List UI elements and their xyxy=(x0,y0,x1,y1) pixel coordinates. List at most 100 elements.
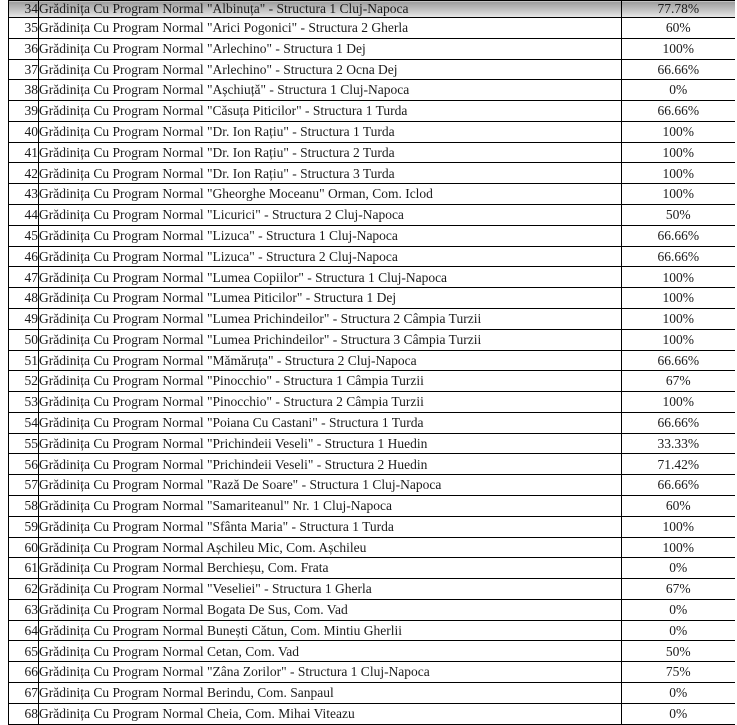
school-name-cell: Grădinița Cu Program Normal "Dr. Ion Raț… xyxy=(38,141,622,164)
row-number-cell: 53 xyxy=(8,391,39,413)
school-name-cell: Grădinița Cu Program Normal Cetan, Com. … xyxy=(38,640,622,663)
row-number-cell: 43 xyxy=(8,183,39,206)
school-name-cell: Grădinița Cu Program Normal "Arlechino" … xyxy=(38,37,622,60)
table-row: 51 Grădinița Cu Program Normal "Mămăruța"… xyxy=(8,349,735,372)
row-number-cell: 40 xyxy=(8,120,39,143)
table-row: 60 Grădinița Cu Program Normal Așchileu M… xyxy=(8,536,735,559)
pass-rate-cell: 67% xyxy=(621,370,735,393)
pass-rate-cell: 33.33% xyxy=(621,432,735,455)
pass-rate-cell: 100% xyxy=(621,120,735,143)
school-name-cell: Grădinița Cu Program Normal "Pinocchio" … xyxy=(38,391,622,413)
row-number-cell: 67 xyxy=(8,682,39,704)
table-row: 65 Grădinița Cu Program Normal Cetan, Com… xyxy=(8,640,735,663)
pass-rate-cell: 66.66% xyxy=(621,245,735,268)
pass-rate-cell: 60% xyxy=(621,494,735,517)
row-number-cell: 60 xyxy=(8,536,39,559)
table-row: 64 Grădinița Cu Program Normal Bunești Că… xyxy=(8,619,735,642)
row-number-cell: 68 xyxy=(8,702,39,725)
school-name-cell: Grădinița Cu Program Normal "Arici Pogon… xyxy=(38,17,622,39)
pass-rate-cell: 75% xyxy=(621,661,735,683)
pass-rate-cell: 0% xyxy=(621,79,735,102)
school-name-cell: Grădinița Cu Program Normal Bogata De Su… xyxy=(38,598,622,621)
pass-rate-cell: 66.66% xyxy=(621,349,735,372)
table-row: 46 Grădinița Cu Program Normal "Lizuca" -… xyxy=(8,245,735,268)
table-row: 39 Grădinița Cu Program Normal "Căsuța Pi… xyxy=(8,100,735,122)
school-name-cell: Grădinița Cu Program Normal "Lumea Pitic… xyxy=(38,287,622,309)
pass-rate-cell: 66.66% xyxy=(621,58,735,81)
row-number-cell: 63 xyxy=(8,598,39,621)
pass-rate-cell: 66.66% xyxy=(621,100,735,122)
row-number-cell: 38 xyxy=(8,79,39,102)
row-number-cell: 35 xyxy=(8,17,39,39)
school-name-cell: Grădinița Cu Program Normal "Dr. Ion Raț… xyxy=(38,162,622,185)
pass-rate-cell: 0% xyxy=(621,598,735,621)
pass-rate-cell: 100% xyxy=(621,183,735,206)
row-number-cell: 48 xyxy=(8,287,39,309)
table-row: 35 Grădinița Cu Program Normal "Arici Pog… xyxy=(8,17,735,39)
row-number-cell: 54 xyxy=(8,411,39,434)
row-number-cell: 66 xyxy=(8,661,39,683)
pass-rate-cell: 0% xyxy=(621,702,735,725)
table-row: 42 Grădinița Cu Program Normal "Dr. Ion R… xyxy=(8,162,735,185)
row-number-cell: 56 xyxy=(8,453,39,476)
table-row: 59 Grădinița Cu Program Normal "Sfânta Ma… xyxy=(8,515,735,538)
school-name-cell: Grădinița Cu Program Normal "Căsuța Piti… xyxy=(38,100,622,122)
pass-rate-cell: 66.66% xyxy=(621,474,735,496)
school-name-cell: Grădinița Cu Program Normal Berchieșu, C… xyxy=(38,557,622,580)
school-name-cell: Grădinița Cu Program Normal "Așchiuță" -… xyxy=(38,79,622,102)
school-name-cell: Grădinița Cu Program Normal "Albinuța" -… xyxy=(38,0,622,18)
table-row: 43 Grădinița Cu Program Normal "Gheorghe … xyxy=(8,183,735,206)
row-number-cell: 57 xyxy=(8,474,39,496)
pass-rate-cell: 100% xyxy=(621,287,735,309)
pass-rate-cell: 50% xyxy=(621,204,735,226)
table-row: 63 Grădinița Cu Program Normal Bogata De … xyxy=(8,598,735,621)
school-name-cell: Grădinița Cu Program Normal "Prichindeii… xyxy=(38,453,622,476)
row-number-cell: 50 xyxy=(8,328,39,351)
row-number-cell: 45 xyxy=(8,224,39,247)
pass-rate-cell: 50% xyxy=(621,640,735,663)
school-name-cell: Grădinița Cu Program Normal "Dr. Ion Raț… xyxy=(38,120,622,143)
row-number-cell: 64 xyxy=(8,619,39,642)
table-row: 38 Grădinița Cu Program Normal "Așchiuță"… xyxy=(8,79,735,102)
row-number-cell: 55 xyxy=(8,432,39,455)
pass-rate-cell: 0% xyxy=(621,619,735,642)
pass-rate-cell: 77.78% xyxy=(621,0,735,18)
row-number-cell: 39 xyxy=(8,100,39,122)
school-name-cell: Grădinița Cu Program Normal "Lizuca" - S… xyxy=(38,224,622,247)
table-row: 61 Grădinița Cu Program Normal Berchieșu,… xyxy=(8,557,735,580)
row-number-cell: 61 xyxy=(8,557,39,580)
table-row: 45 Grădinița Cu Program Normal "Lizuca" -… xyxy=(8,224,735,247)
table-row: 68 Grădinița Cu Program Normal Cheia, Com… xyxy=(8,702,735,725)
table-body: 34 Grădinița Cu Program Normal "Albinuța"… xyxy=(8,0,735,725)
school-name-cell: Grădinița Cu Program Normal "Samariteanu… xyxy=(38,494,622,517)
pass-rate-cell: 66.66% xyxy=(621,411,735,434)
pass-rate-cell: 100% xyxy=(621,307,735,330)
school-name-cell: Grădinița Cu Program Normal "Lumea Copii… xyxy=(38,266,622,289)
school-name-cell: Grădinița Cu Program Normal "Sfânta Mari… xyxy=(38,515,622,538)
row-number-cell: 62 xyxy=(8,578,39,600)
table-row: 49 Grădinița Cu Program Normal "Lumea Pri… xyxy=(8,307,735,330)
pass-rate-cell: 60% xyxy=(621,17,735,39)
row-number-cell: 42 xyxy=(8,162,39,185)
pass-rate-cell: 100% xyxy=(621,37,735,60)
table-row: 40 Grădinița Cu Program Normal "Dr. Ion R… xyxy=(8,120,735,143)
row-number-cell: 46 xyxy=(8,245,39,268)
table-row: 53 Grădinița Cu Program Normal "Pinocchio… xyxy=(8,391,735,413)
table-row: 62 Grădinița Cu Program Normal "Veseliei"… xyxy=(8,578,735,600)
row-number-cell: 34 xyxy=(8,0,39,18)
table-row: 47 Grădinița Cu Program Normal "Lumea Cop… xyxy=(8,266,735,289)
row-number-cell: 65 xyxy=(8,640,39,663)
pass-rate-cell: 100% xyxy=(621,162,735,185)
table-row: 67 Grădinița Cu Program Normal Berindu, C… xyxy=(8,682,735,704)
row-number-cell: 59 xyxy=(8,515,39,538)
row-number-cell: 41 xyxy=(8,141,39,164)
school-name-cell: Grădinița Cu Program Normal Bunești Cătu… xyxy=(38,619,622,642)
table-row: 34 Grădinița Cu Program Normal "Albinuța"… xyxy=(8,0,735,18)
row-number-cell: 47 xyxy=(8,266,39,289)
pass-rate-cell: 100% xyxy=(621,515,735,538)
school-name-cell: Grădinița Cu Program Normal "Mămăruța" -… xyxy=(38,349,622,372)
school-name-cell: Grădinița Cu Program Normal "Lizuca" - S… xyxy=(38,245,622,268)
school-name-cell: Grădinița Cu Program Normal "Rază De Soa… xyxy=(38,474,622,496)
school-name-cell: Grădinița Cu Program Normal "Lumea Prich… xyxy=(38,307,622,330)
row-number-cell: 36 xyxy=(8,37,39,60)
